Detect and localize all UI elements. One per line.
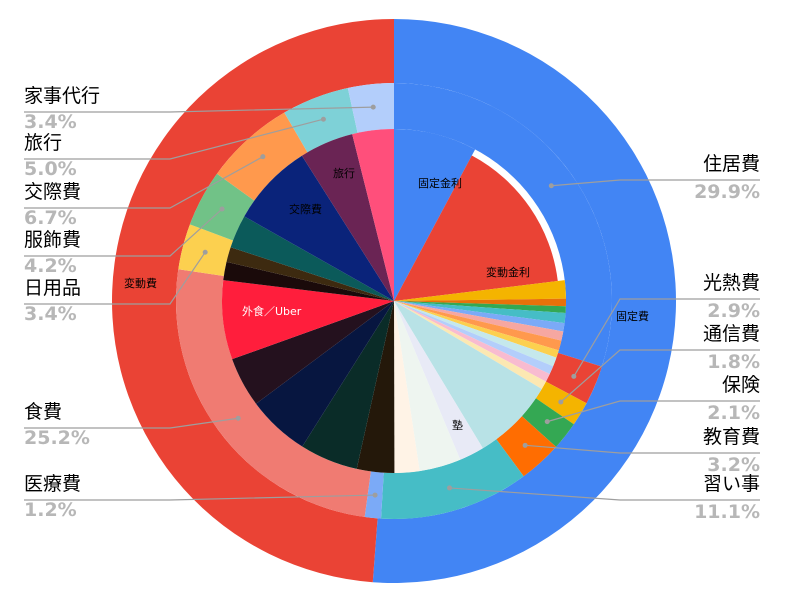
leader-line-9 (24, 208, 223, 257)
label-housing: 住居費 (703, 153, 760, 175)
pct-travel: 5.0% (24, 158, 77, 180)
leader-line-7 (24, 417, 239, 429)
inner-slice-5 (394, 301, 566, 324)
leader-dot-10 (260, 154, 266, 160)
category-slice-7 (176, 269, 371, 518)
label-daily-goods: 日用品 (24, 277, 81, 299)
inner-slice-3 (394, 298, 567, 307)
inner-slice-28 (352, 129, 394, 301)
leader-line-0 (551, 179, 760, 187)
inner-slice-19 (302, 301, 394, 469)
pct-daily-goods: 3.4% (24, 303, 77, 325)
inner-slice-25 (230, 216, 394, 301)
leader-line-1 (573, 298, 760, 377)
leader-line-3 (547, 400, 760, 423)
leader-line-2 (560, 349, 760, 403)
label-utilities: 光熱費 (703, 272, 760, 294)
label-clothing: 服飾費 (24, 229, 81, 251)
leader-line-6 (24, 494, 376, 501)
leader-dot-4 (522, 442, 528, 448)
inner-slice-11 (394, 301, 554, 375)
inner-slice-6 (394, 301, 565, 332)
group-slice-1 (112, 19, 394, 583)
leader-dot-2 (558, 399, 564, 405)
label-lessons: 習い事 (703, 473, 760, 495)
label-insurance: 保険 (722, 374, 760, 396)
pct-social: 6.7% (24, 207, 77, 229)
leader-line-10 (24, 156, 264, 209)
leader-dot-9 (219, 206, 225, 212)
label-medical: 医療費 (24, 473, 81, 495)
leader-line-5 (449, 487, 760, 501)
pct-medical: 1.2% (24, 499, 77, 521)
inner-slice-20 (256, 301, 394, 447)
inner-slice-1 (394, 155, 558, 301)
leader-dot-11 (320, 116, 326, 122)
inner-slice-23 (223, 261, 394, 301)
category-slice-5 (381, 439, 524, 519)
inner-slice-8 (394, 301, 562, 351)
group-ring (112, 19, 677, 583)
label-housekeeping: 家事代行 (24, 85, 100, 107)
group-label-variable: 変動費 (124, 276, 157, 290)
category-slice-0 (394, 83, 612, 367)
pct-insurance: 2.1% (707, 402, 760, 424)
leader-dot-7 (235, 415, 241, 421)
label-education: 教育費 (703, 426, 760, 448)
leader-line-12 (24, 106, 374, 113)
pct-housekeeping: 3.4% (24, 111, 77, 133)
label-social: 交際費 (24, 181, 81, 203)
inner-slice-0 (394, 129, 476, 301)
pct-food: 25.2% (24, 427, 90, 449)
inner-slice-22 (222, 280, 394, 360)
group-label-fixed: 固定費 (616, 309, 649, 323)
inner-label-travel: 旅行 (333, 166, 355, 180)
pct-education: 3.2% (707, 454, 760, 476)
inner-ring (222, 129, 567, 473)
leader-dot-0 (548, 183, 554, 189)
leader-dot-6 (372, 492, 378, 498)
inner-slice-15 (394, 301, 483, 460)
label-food: 食費 (24, 401, 62, 423)
leader-line-11 (24, 118, 324, 160)
inner-slice-9 (394, 301, 559, 358)
label-telecom: 通信費 (703, 323, 760, 345)
pct-lessons: 11.1% (694, 501, 760, 523)
inner-label-fixed-interest: 固定金利 (418, 176, 462, 190)
pct-housing: 29.9% (694, 181, 760, 203)
inner-slice-21 (232, 301, 394, 404)
inner-slice-26 (244, 155, 394, 301)
inner-slice-4 (394, 301, 566, 314)
pct-telecom: 1.8% (707, 351, 760, 373)
leader-dot-3 (544, 419, 550, 425)
leader-line-8 (24, 251, 206, 305)
leader-lines (24, 104, 760, 501)
label-travel: 旅行 (24, 132, 62, 154)
leader-line-4 (525, 444, 760, 454)
inner-label-variable-interest: 変動金利 (486, 265, 530, 279)
inner-label-social: 交際費 (289, 202, 322, 216)
inner-label-juku: 塾 (452, 418, 463, 432)
inner-slice-27 (301, 134, 394, 301)
leader-dot-8 (202, 249, 208, 255)
group-slice-0 (372, 19, 677, 583)
inner-slice-7 (394, 301, 564, 341)
inner-slice-10 (394, 301, 557, 367)
inner-slice-14 (394, 301, 542, 449)
inner-label-eating-out: 外食／Uber (242, 304, 302, 318)
pct-clothing: 4.2% (24, 255, 77, 277)
inner-slice-24 (226, 247, 394, 301)
inner-slice-12 (394, 301, 550, 382)
pct-utilities: 2.9% (707, 300, 760, 322)
inner-slice-18 (356, 301, 395, 473)
inner-slice-13 (394, 301, 546, 389)
leader-dot-12 (370, 104, 376, 110)
inner-slice-17 (394, 301, 420, 473)
inner-slice-16 (394, 301, 461, 472)
inner-slice-2 (394, 280, 566, 301)
leader-dot-1 (571, 373, 577, 379)
leader-dot-5 (447, 485, 453, 491)
